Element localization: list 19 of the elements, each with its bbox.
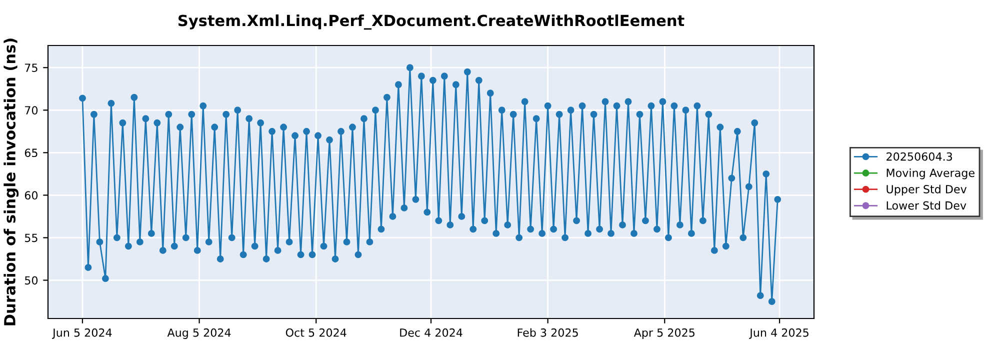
y-tick-label: 75 [25,64,38,72]
x-tick-label: Jun 5 2024 [52,328,112,339]
x-tick-label: Apr 5 2025 [634,328,694,339]
chart-title: System.Xml.Linq.Perf_XDocument.CreateWithRootlEement [178,14,684,30]
legend-label: Moving Average [886,168,974,180]
y-tick-label: 60 [24,191,38,200]
y-tick-label: 55 [24,234,38,242]
legend-label: Upper Std Dev [886,184,967,196]
x-tick-label: Oct 5 2024 [286,328,346,337]
y-tick-label: 70 [25,106,38,115]
x-tick-label: Jun 4 2025 [749,328,808,339]
legend-label: Lower Std Dev [886,201,966,210]
y-tick-label: 65 [24,148,38,158]
y-tick-label: 50 [24,276,38,285]
legend-label: 20250604.3 [886,152,952,161]
x-tick-label: Aug 5 2024 [167,328,231,339]
y-axis-title: Duration of single invocation (ns) [4,38,19,326]
x-tick-label: Dec 4 2024 [400,328,462,337]
x-tick-label: Feb 3 2025 [518,328,578,337]
